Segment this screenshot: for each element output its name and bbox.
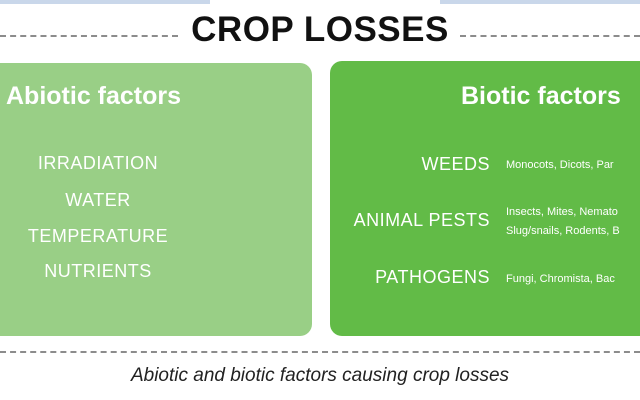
- page-title: CROP LOSSES: [191, 10, 449, 49]
- figure-caption: Abiotic and biotic factors causing crop …: [130, 365, 510, 386]
- biotic-category-pathogens: PATHOGENS: [375, 267, 490, 287]
- caption-dashed-line: [0, 351, 640, 353]
- biotic-detail-animal-pests-line1: Insects, Mites, Nemato: [506, 206, 618, 218]
- biotic-detail-animal-pests-line2: Slug/snails, Rodents, B: [506, 225, 620, 237]
- biotic-detail-pathogens: Fungi, Chromista, Bac: [506, 273, 615, 285]
- biotic-panel-heading: Biotic factors: [461, 82, 621, 110]
- title-dashed-line-right: [460, 35, 640, 37]
- abiotic-item-irradiation: IRRADIATION: [37, 153, 159, 173]
- biotic-category-weeds: WEEDS: [421, 154, 490, 174]
- biotic-detail-weeds: Monocots, Dicots, Par: [506, 159, 614, 171]
- abiotic-factors-panel: Abiotic factors IRRADIATION WATER TEMPER…: [0, 63, 312, 336]
- title-dashed-line-left: [0, 35, 178, 37]
- top-border-gap: [210, 0, 440, 4]
- abiotic-panel-heading: Abiotic factors: [6, 82, 182, 110]
- biotic-factors-panel: Biotic factors WEEDS Monocots, Dicots, P…: [330, 61, 640, 336]
- abiotic-item-temperature: TEMPERATURE: [27, 226, 169, 246]
- biotic-category-animal-pests: ANIMAL PESTS: [353, 210, 490, 230]
- abiotic-item-water: WATER: [65, 190, 131, 210]
- abiotic-item-nutrients: NUTRIENTS: [44, 261, 152, 281]
